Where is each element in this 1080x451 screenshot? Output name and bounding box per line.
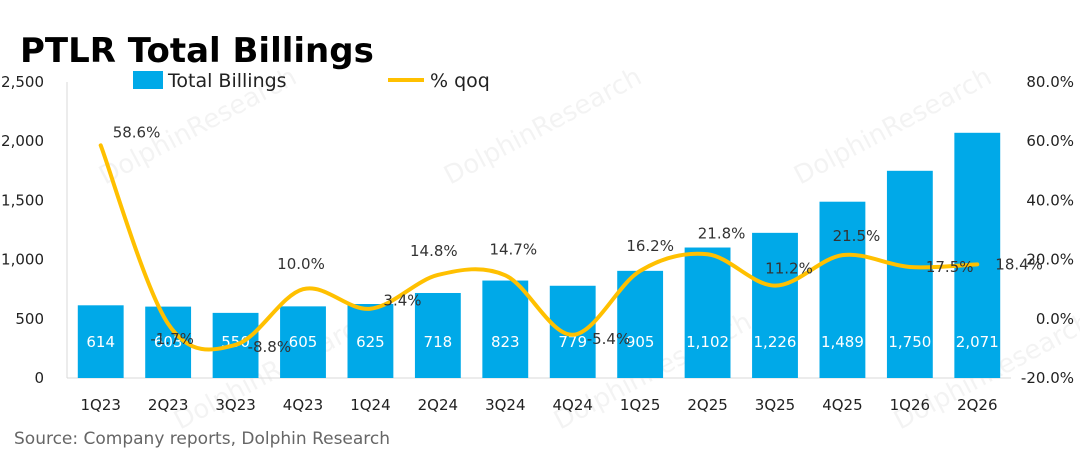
bar-value-label: 905 (626, 333, 655, 351)
bar-1Q26 (886, 170, 933, 378)
x-tick-label: 2Q26 (957, 396, 997, 414)
x-tick-label: 1Q25 (620, 396, 660, 414)
x-tick-label: 4Q25 (822, 396, 862, 414)
legend-line-label: % qoq (430, 70, 490, 92)
qoq-value-label: 58.6% (113, 123, 161, 141)
right-tick-label: 0.0% (1036, 310, 1074, 328)
bar-1Q25 (617, 270, 664, 378)
source-note: Source: Company reports, Dolphin Researc… (14, 429, 390, 449)
x-tick-label: 4Q24 (552, 396, 592, 414)
bar-value-labels: 614 603 550 605 625 718 823 779 905 1,102 1,226 1,4… (86, 333, 998, 351)
bar-value-label: 2,071 (956, 333, 999, 351)
bar-4Q24 (549, 285, 596, 378)
right-axis-ticks: -20.0% 0.0% 20.0% 40.0% 60.0% 80.0% (1021, 73, 1074, 387)
qoq-value-label: -5.4% (587, 330, 631, 348)
qoq-value-label: 17.5% (926, 258, 974, 276)
qoq-series-line (98, 143, 980, 352)
x-tick-label: 1Q24 (350, 396, 390, 414)
bar-value-label: 625 (356, 333, 385, 351)
bar-3Q25 (752, 232, 798, 378)
left-tick-label: 1,500 (1, 191, 44, 209)
bar-2Q25 (684, 247, 731, 378)
qoq-value-label: 16.2% (626, 237, 674, 255)
right-tick-label: -20.0% (1021, 369, 1074, 387)
qoq-value-label: 21.8% (698, 224, 746, 242)
x-axis-ticks: 1Q23 2Q23 3Q23 4Q23 1Q24 2Q24 3Q24 4Q24 1Q25 2Q25… (80, 396, 997, 414)
bar-value-label: 603 (154, 333, 183, 351)
x-tick-label: 2Q24 (418, 396, 458, 414)
chart-title: PTLR Total Billings (20, 31, 374, 71)
left-axis-ticks: 0 500 1,000 1,500 2,000 2,500 (1, 73, 44, 387)
qoq-value-label: 10.0% (277, 255, 325, 273)
legend-bar-label: Total Billings (167, 70, 287, 92)
x-tick-label: 1Q26 (890, 396, 930, 414)
qoq-value-label: -8.8% (248, 338, 292, 356)
bar-1Q23 (77, 305, 124, 378)
x-tick-label: 2Q23 (148, 396, 188, 414)
bar-value-label: 1,226 (754, 333, 797, 351)
bar-value-label: 614 (86, 333, 115, 351)
qoq-value-label: 14.7% (489, 240, 537, 258)
bar-3Q24 (482, 280, 529, 378)
right-tick-label: 60.0% (1026, 132, 1074, 150)
bar-series (77, 132, 1001, 378)
bar-value-label: 1,102 (686, 333, 729, 351)
qoq-value-label: 18.4% (995, 255, 1043, 273)
bar-2Q24 (414, 292, 461, 378)
legend-bar-swatch (133, 71, 163, 89)
bar-value-label: 1,750 (888, 333, 931, 351)
left-tick-label: 2,500 (1, 73, 44, 91)
qoq-value-label: 14.8% (410, 242, 458, 260)
bar-value-label: 718 (424, 333, 453, 351)
left-tick-label: 1,000 (1, 251, 44, 269)
bar-value-label: 823 (491, 333, 520, 351)
qoq-value-label: -1.7% (150, 330, 194, 348)
qoq-value-labels: 58.6% -1.7% -8.8% 10.0% 3.4% 14.8% 14.7% -5.4% 1… (113, 123, 1043, 356)
bar-4Q25 (819, 201, 866, 378)
right-tick-label: 80.0% (1026, 73, 1074, 91)
qoq-value-label: 21.5% (833, 227, 881, 245)
bar-value-label: 1,489 (821, 333, 864, 351)
bar-4Q23 (280, 306, 326, 378)
x-tick-label: 2Q25 (687, 396, 727, 414)
x-tick-label: 3Q25 (755, 396, 795, 414)
qoq-value-label: 3.4% (383, 292, 421, 310)
qoq-value-label: 11.2% (765, 260, 813, 278)
bar-value-label: 779 (558, 333, 587, 351)
bar-value-label: 605 (289, 333, 318, 351)
bar-2Q26 (954, 132, 1001, 378)
left-tick-label: 500 (15, 310, 44, 328)
right-tick-label: 20.0% (1026, 251, 1074, 269)
x-tick-label: 1Q23 (80, 396, 120, 414)
x-tick-label: 3Q24 (485, 396, 525, 414)
bar-1Q24 (347, 304, 394, 378)
x-tick-label: 3Q23 (215, 396, 255, 414)
left-tick-label: 0 (34, 369, 44, 387)
left-tick-label: 2,000 (1, 132, 44, 150)
x-tick-label: 4Q23 (283, 396, 323, 414)
right-tick-label: 40.0% (1026, 191, 1074, 209)
legend: Total Billings % qoq (133, 70, 490, 92)
